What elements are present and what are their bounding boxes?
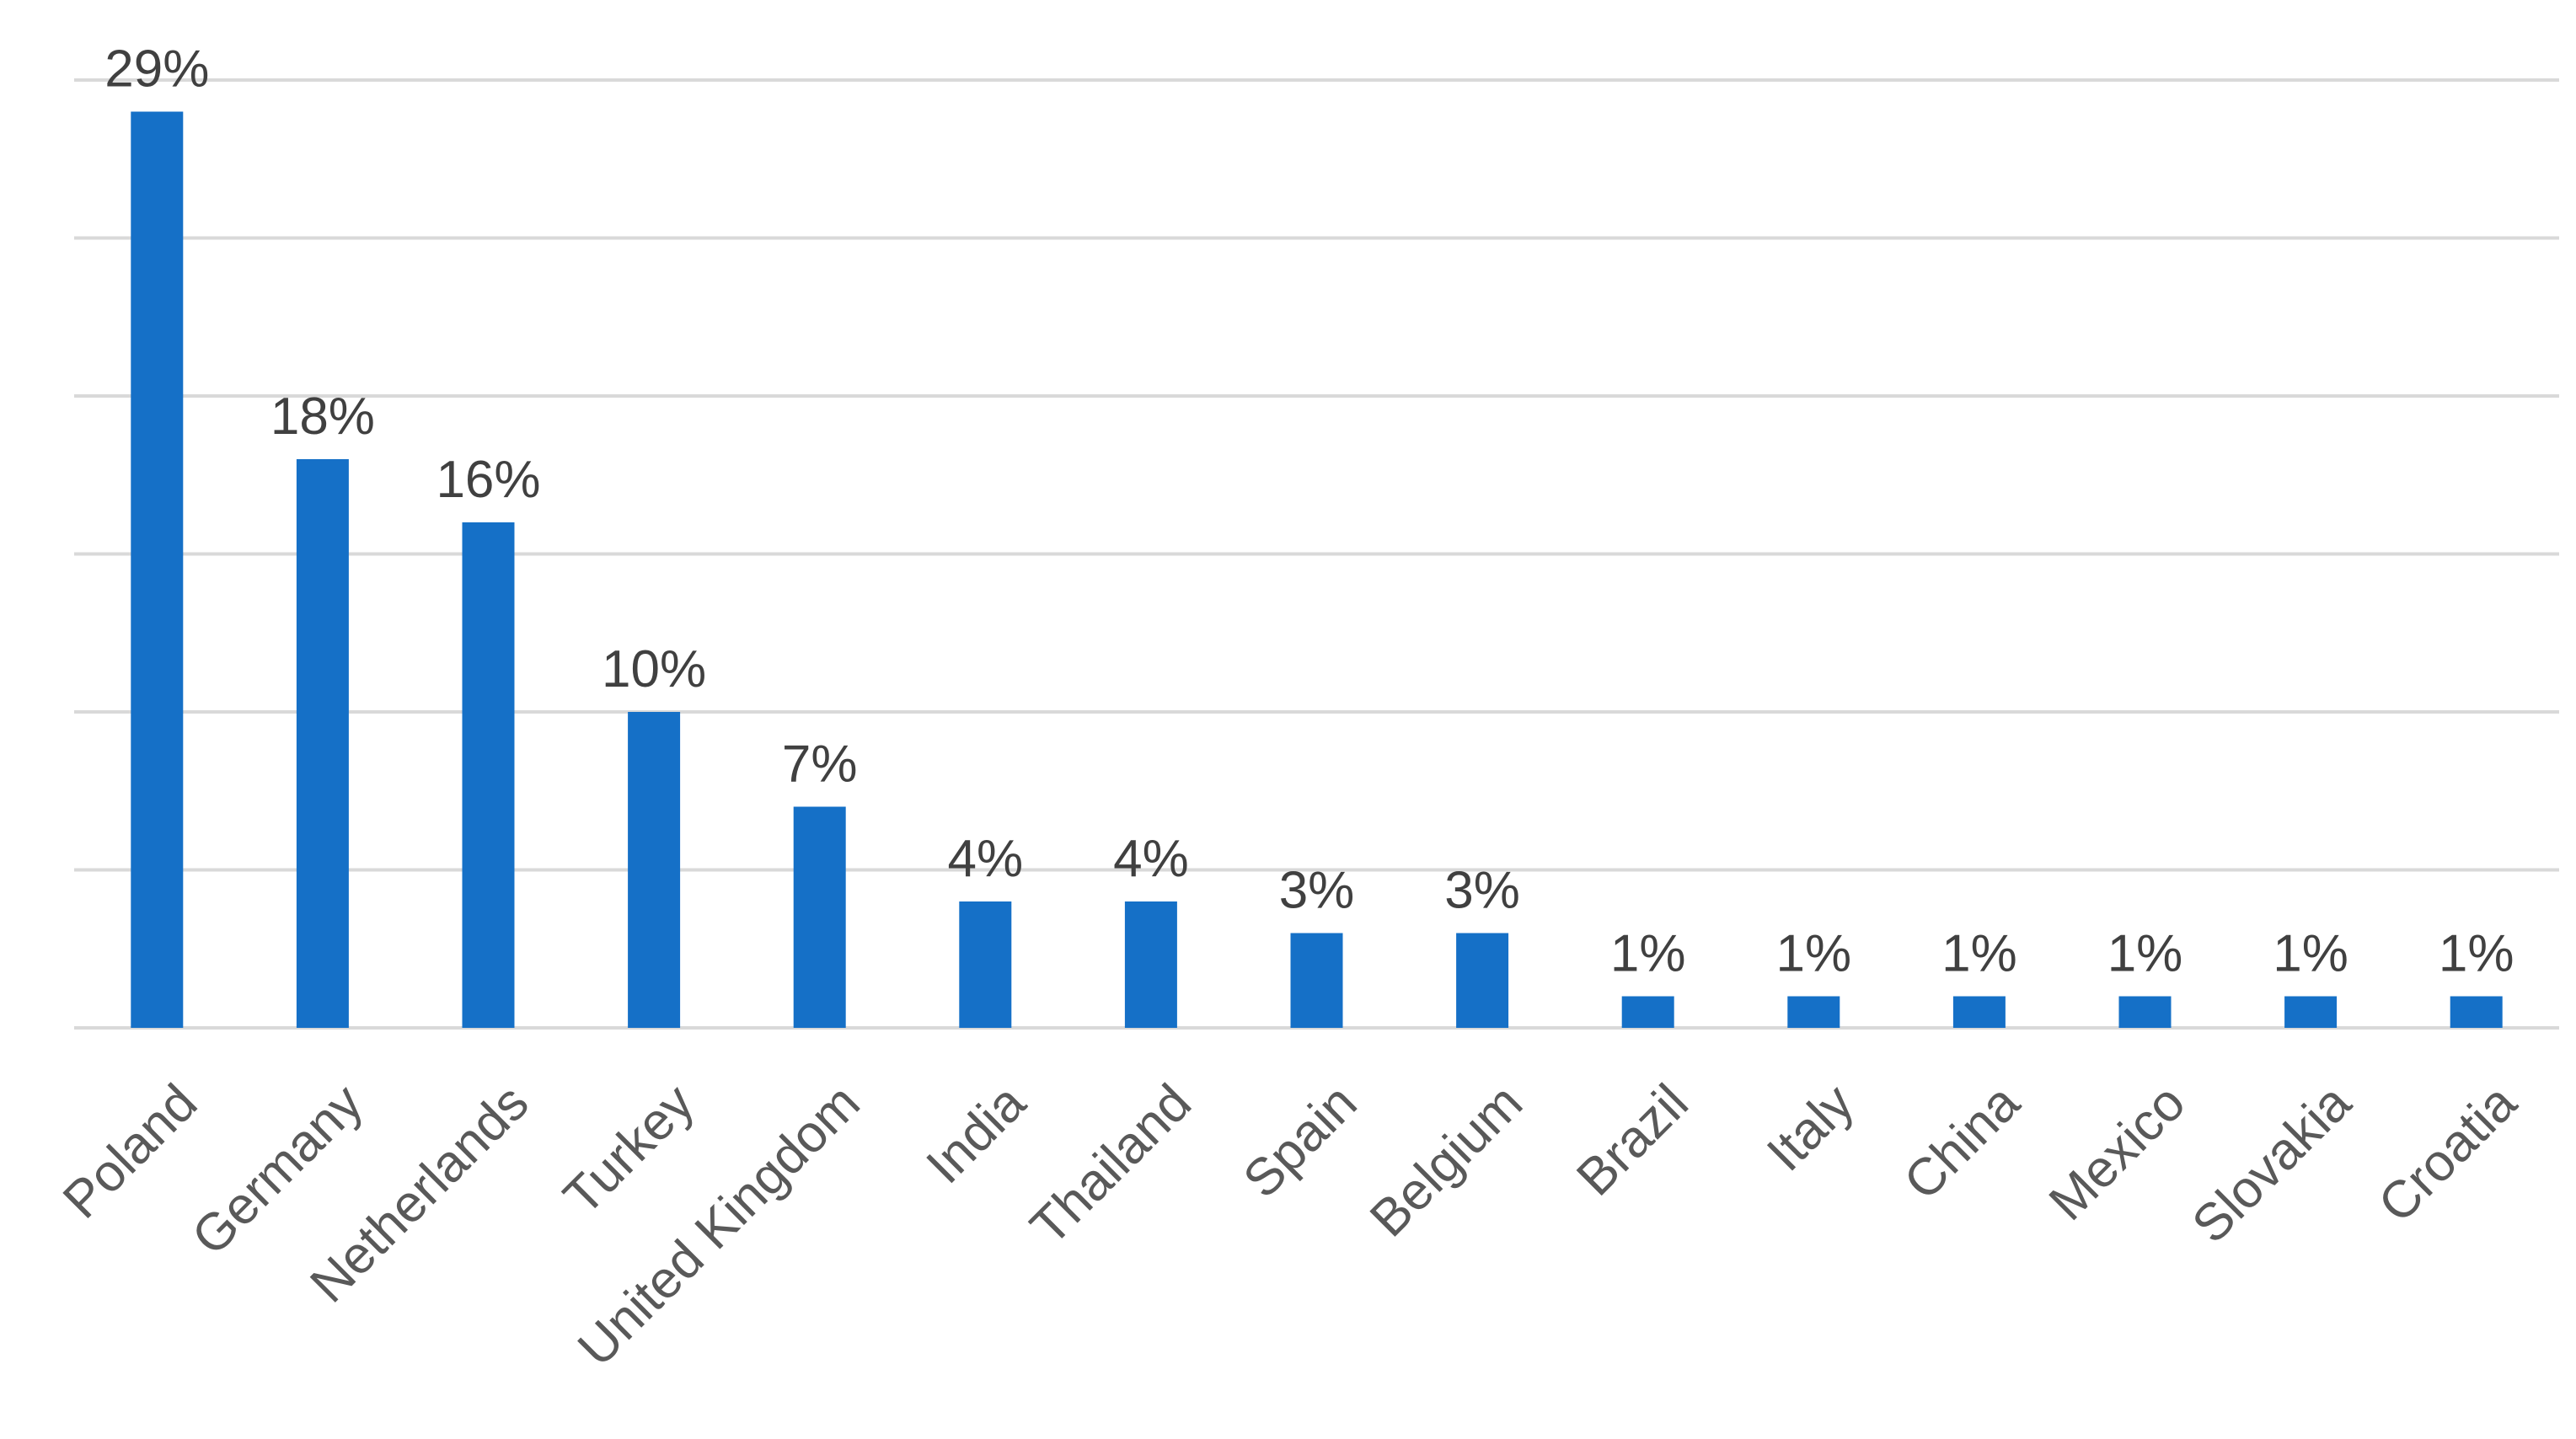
data-label-belgium: 3% [1444, 862, 1520, 920]
bar-netherlands [462, 522, 515, 1028]
data-label-spain: 3% [1279, 862, 1355, 920]
tick-label-belgium: Belgium [1359, 1073, 1534, 1248]
data-labels: 29% 18% 16% 10% 7% 4% 4% 3% 3% 1% 1% 1% 1% 1% 1% [104, 40, 2514, 983]
data-label-croatia: 1% [2439, 925, 2514, 983]
data-label-thailand: 4% [1113, 830, 1189, 888]
tick-label-china: China [1893, 1073, 2032, 1212]
tick-label-thailand: Thailand [1020, 1073, 1202, 1256]
tick-label-slovakia: Slovakia [2182, 1073, 2363, 1254]
data-label-china: 1% [1941, 925, 2017, 983]
bars [131, 111, 2503, 1028]
bar-slovakia [2284, 996, 2338, 1028]
bar-poland [131, 111, 184, 1028]
bar-spain [1290, 933, 1343, 1028]
tick-label-croatia: Croatia [2368, 1073, 2528, 1233]
tick-label-india: India [915, 1073, 1036, 1195]
bar-mexico [2118, 996, 2172, 1028]
bar-brazil [1621, 996, 1674, 1028]
bar-thailand [1124, 901, 1177, 1028]
tick-label-brazil: Brazil [1566, 1073, 1699, 1206]
bar-germany [296, 459, 349, 1028]
tick-label-italy: Italy [1756, 1073, 1865, 1182]
tick-label-spain: Spain [1233, 1073, 1368, 1209]
data-label-turkey: 10% [602, 640, 706, 698]
bar-croatia [2450, 996, 2503, 1028]
data-label-brazil: 1% [1610, 925, 1686, 983]
tick-label-mexico: Mexico [2038, 1073, 2197, 1232]
bar-italy [1787, 996, 1840, 1028]
tick-label-united-kingdom: United Kingdom [567, 1073, 871, 1377]
data-label-slovakia: 1% [2273, 925, 2348, 983]
data-label-germany: 18% [270, 388, 375, 446]
data-label-mexico: 1% [2107, 925, 2183, 983]
data-label-india: 4% [947, 830, 1023, 888]
tick-label-turkey: Turkey [553, 1073, 705, 1226]
data-label-poland: 29% [104, 40, 209, 99]
tick-label-poland: Poland [52, 1073, 208, 1229]
bar-united-kingdom [793, 806, 846, 1028]
bar-turkey [628, 712, 681, 1028]
data-label-united-kingdom: 7% [782, 736, 858, 794]
data-label-italy: 1% [1775, 925, 1851, 983]
bar-china [1952, 996, 2006, 1028]
bar-belgium [1456, 933, 1509, 1028]
data-label-netherlands: 16% [436, 451, 540, 509]
bar-india [959, 901, 1012, 1028]
